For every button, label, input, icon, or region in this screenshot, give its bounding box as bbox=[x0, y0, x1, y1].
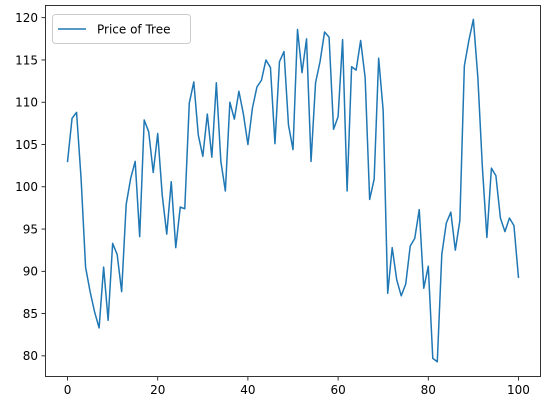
legend: Price of Tree bbox=[52, 14, 191, 44]
y-tick-label: 110 bbox=[15, 96, 38, 110]
legend-box bbox=[52, 14, 191, 44]
y-tick-label: 115 bbox=[15, 53, 38, 67]
plot-area bbox=[45, 5, 541, 377]
axes-layer: 0 20 40 60 80 100 80 85 90 95 100 105 110 115 120 bbox=[15, 5, 541, 397]
legend-label-price-of-tree: Price of Tree bbox=[97, 23, 170, 37]
series-line-price-of-tree bbox=[66, 18, 520, 363]
x-tick-label: 60 bbox=[330, 383, 345, 397]
y-tick-label: 85 bbox=[23, 307, 38, 321]
x-tick-label: 0 bbox=[64, 383, 72, 397]
y-tick-label: 90 bbox=[23, 265, 38, 279]
x-tick-label: 20 bbox=[150, 383, 165, 397]
y-tick-label: 120 bbox=[15, 11, 38, 25]
x-tick-label: 80 bbox=[421, 383, 436, 397]
y-tick-label: 100 bbox=[15, 180, 38, 194]
axes-frame bbox=[45, 5, 541, 377]
x-tick-label: 40 bbox=[240, 383, 255, 397]
series-layer bbox=[66, 18, 520, 363]
y-tick-label: 105 bbox=[15, 138, 38, 152]
y-tick-label: 95 bbox=[23, 222, 38, 236]
x-tick-label: 100 bbox=[507, 383, 530, 397]
y-tick-label: 80 bbox=[23, 349, 38, 363]
